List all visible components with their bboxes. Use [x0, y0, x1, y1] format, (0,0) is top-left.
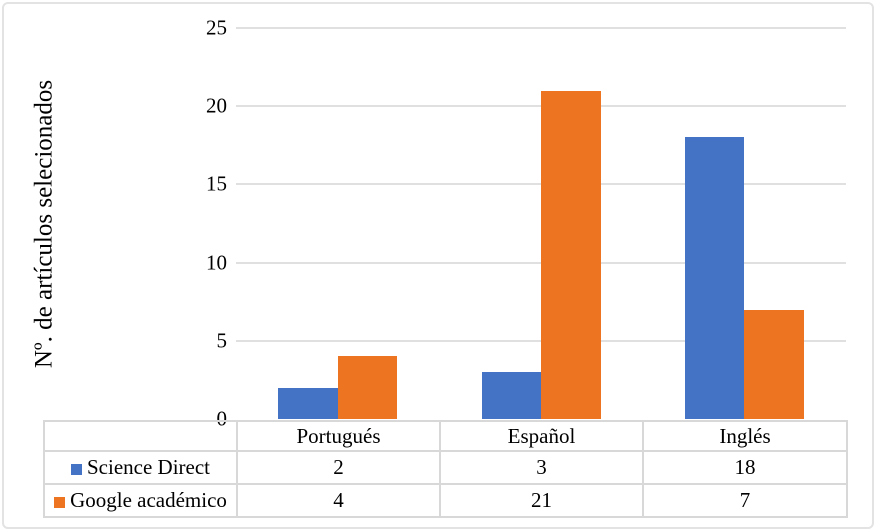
- series-row-science-direct: Science Direct 2 3 18: [43, 450, 848, 485]
- value-cell-google-academico-espanol: 21: [439, 483, 644, 518]
- y-tick-label-5: 5: [216, 328, 228, 353]
- y-tick-label-15: 15: [206, 171, 227, 196]
- category-label-espanol: Español: [439, 420, 644, 452]
- value-cell-google-academico-portugues: 4: [236, 483, 441, 518]
- legend-swatch-icon-google-academico: [54, 497, 66, 508]
- legend-cell-google-academico: Google académico: [43, 483, 238, 518]
- bar-google-academico-portugues: [337, 356, 398, 419]
- value-cell-science-direct-espanol: 3: [439, 450, 644, 485]
- category-header-row: Portugués Español Inglés: [43, 420, 848, 452]
- plot-area: [236, 27, 846, 419]
- y-tick-label-10: 10: [206, 250, 227, 275]
- legend-data-table: Portugués Español Inglés Science Direct 2 3 18…: [43, 420, 848, 518]
- bar-google-academico-ingles: [744, 309, 804, 419]
- series-row-google-academico: Google académico 4 21 7: [43, 483, 848, 518]
- legend-cell-science-direct: Science Direct: [43, 450, 238, 485]
- bar-science-direct-espanol: [481, 372, 541, 419]
- bar-science-direct-portugues: [278, 387, 338, 419]
- category-label-portugues: Portugués: [236, 420, 441, 452]
- y-tick-label-20: 20: [206, 93, 227, 118]
- bar-google-academico-espanol: [541, 90, 601, 419]
- value-cell-science-direct-ingles: 18: [642, 450, 848, 485]
- y-tick-label-25: 25: [206, 15, 227, 40]
- value-cell-google-academico-ingles: 7: [642, 483, 848, 518]
- y-tick-label-0: 0: [216, 406, 228, 431]
- legend-swatch-icon-science-direct: [70, 464, 82, 475]
- bar-science-direct-ingles: [684, 137, 745, 419]
- y-axis-tick-labels: 0 5 10 15 20 25: [0, 17, 228, 429]
- legend-label-science-direct: Science Direct: [86, 455, 211, 479]
- value-cell-science-direct-portugues: 2: [236, 450, 441, 485]
- table-corner-cell: [43, 420, 238, 452]
- gridline-25: [236, 27, 846, 29]
- category-label-ingles: Inglés: [642, 420, 848, 452]
- legend-label-google-academico: Google académico: [70, 488, 227, 512]
